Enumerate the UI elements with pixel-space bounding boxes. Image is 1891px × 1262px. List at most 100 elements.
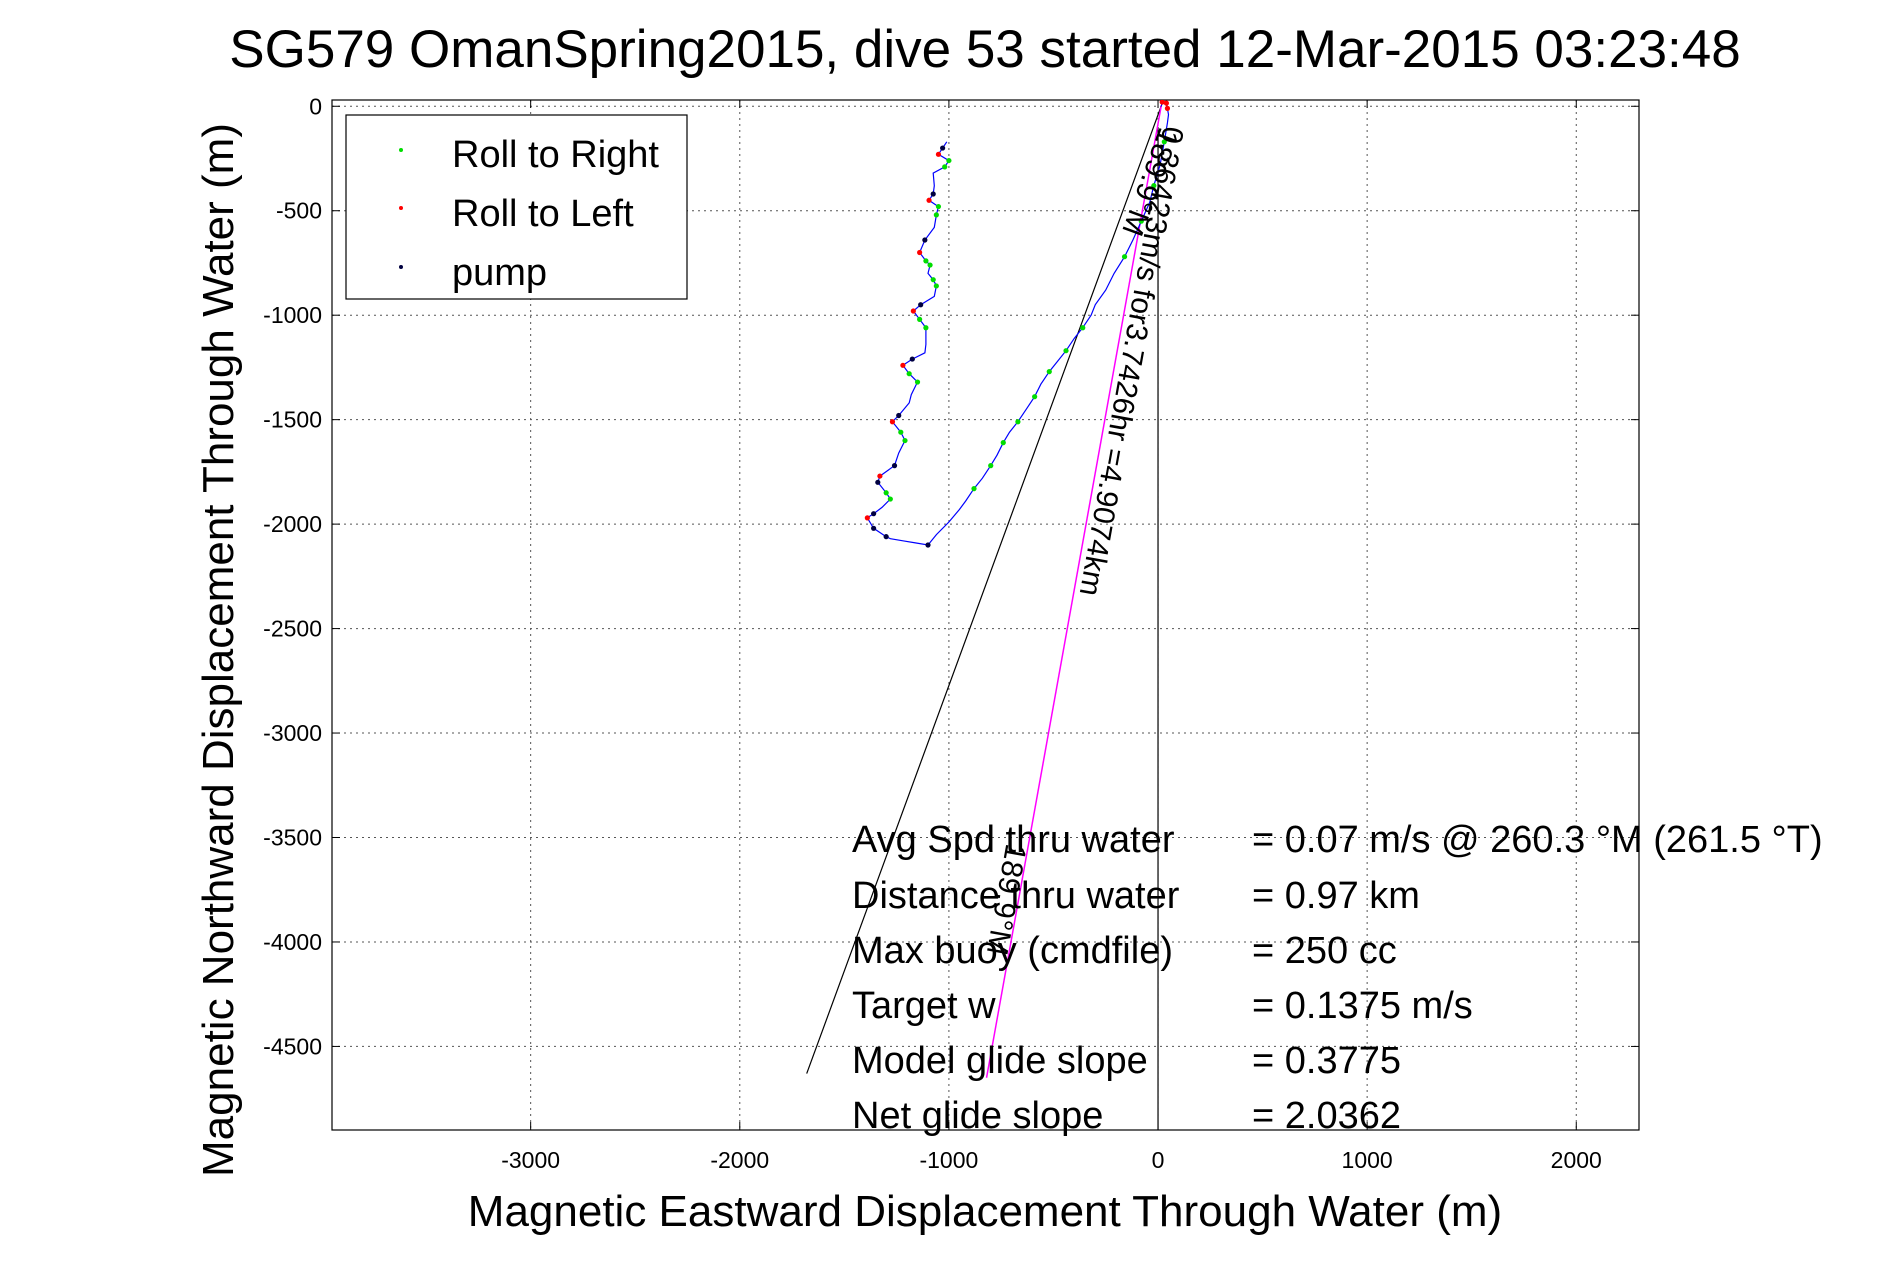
stat-value-avg-speed: = 0.07 m/s @ 260.3 °M (261.5 °T) (1252, 819, 1823, 861)
pump-point (925, 542, 931, 548)
legend-label-pump: pump (452, 252, 547, 294)
roll-right-point (935, 203, 942, 210)
stat-value-model-glide: = 0.3775 (1252, 1040, 1401, 1082)
roll-left-point (910, 308, 916, 314)
y-tick-label: -4000 (263, 929, 322, 955)
depth-averaged-current-line (985, 106, 1162, 1078)
chart-title: SG579 OmanSpring2015, dive 53 started 12… (229, 20, 1740, 79)
pump-points (871, 145, 946, 548)
stat-value-target-w: = 0.1375 m/s (1252, 985, 1473, 1027)
x-tick-label: 2000 (1551, 1147, 1602, 1173)
x-tick-label: -2000 (710, 1147, 769, 1173)
roll-right-point (917, 316, 923, 322)
roll-right-point (1138, 218, 1144, 224)
pump-point (896, 412, 902, 419)
legend-marker-left (399, 206, 403, 210)
y-tick-label: -1500 (263, 407, 322, 433)
x-tick-label: 1000 (1342, 1147, 1393, 1173)
roll-right-point (988, 463, 994, 469)
roll-left-points (864, 100, 1171, 521)
stats-annotations: Avg Spd thru water = 0.07 m/s @ 260.3 °M… (852, 819, 1823, 1137)
roll-left-point (900, 362, 906, 368)
roll-left-point (926, 197, 932, 203)
roll-right-point (942, 164, 948, 170)
roll-right-point (971, 486, 977, 492)
stat-value-distance: = 0.97 km (1252, 875, 1420, 917)
pump-point (891, 463, 898, 469)
roll-right-point (1151, 183, 1157, 189)
y-tick-label: -3000 (263, 720, 322, 746)
pump-point (922, 237, 928, 243)
y-axis-label: Magnetic Northward Displacement Through … (194, 123, 243, 1177)
roll-right-point (946, 157, 952, 164)
legend-marker-pump (399, 265, 403, 269)
roll-right-point (927, 262, 933, 268)
roll-left-point (889, 419, 896, 425)
stat-label-target-w: Target w (852, 985, 996, 1027)
y-tick-label: -1000 (263, 302, 322, 328)
y-tick-label: -500 (276, 198, 322, 224)
heading-line (806, 106, 1162, 1074)
x-axis-label: Magnetic Eastward Displacement Through W… (468, 1187, 1502, 1236)
y-tick-label: -2000 (263, 511, 322, 537)
stat-label-distance: Distance thru water (852, 875, 1180, 917)
glider-track-line (866, 101, 1170, 546)
stat-label-model-glide: Model glide slope (852, 1040, 1148, 1082)
stat-label-max-buoy: Max buoy (cmdfile) (852, 930, 1173, 972)
y-tick-label: -3500 (263, 825, 322, 851)
y-tick-label: -2500 (263, 616, 322, 642)
stat-label-net-glide: Net glide slope (852, 1095, 1103, 1137)
stat-value-net-glide: = 2.0362 (1252, 1095, 1401, 1137)
roll-right-point (1032, 394, 1038, 400)
roll-right-points (883, 139, 1167, 502)
roll-left-point (1163, 100, 1169, 106)
pump-point (909, 356, 915, 362)
roll-right-point (887, 496, 893, 502)
roll-right-point (933, 212, 939, 218)
roll-right-point (914, 379, 921, 385)
roll-left-point (1159, 100, 1165, 105)
plot-area-frame (331, 99, 1640, 1131)
roll-right-point (1000, 440, 1006, 446)
stat-value-max-buoy: = 250 cc (1252, 930, 1397, 972)
y-tick-label: 0 (309, 93, 322, 119)
roll-right-point (933, 283, 939, 289)
roll-left-point (917, 249, 923, 256)
roll-left-point (864, 515, 870, 521)
pump-point (918, 302, 924, 308)
x-tick-label: -1000 (919, 1147, 978, 1173)
pump-point (940, 145, 946, 151)
legend-box (345, 114, 688, 300)
roll-left-point (1164, 105, 1171, 111)
roll-left-point (877, 473, 883, 479)
x-axis-ticks: -3000 -2000 -1000 0 1000 2000 (501, 100, 1602, 1173)
pump-point (875, 479, 881, 485)
pump-point (871, 511, 877, 517)
legend-marker-right (399, 148, 403, 152)
roll-right-point (1121, 254, 1128, 260)
roll-right-point (883, 490, 889, 496)
x-tick-label: -3000 (501, 1147, 560, 1173)
stat-label-avg-speed: Avg Spd thru water (852, 819, 1175, 861)
roll-right-point (1063, 348, 1069, 354)
roll-right-point (923, 325, 929, 331)
x-tick-label: 0 (1152, 1147, 1165, 1173)
roll-left-point (935, 151, 942, 157)
roll-right-point (906, 371, 912, 377)
legend-label-left: Roll to Left (452, 193, 634, 235)
y-axis-ticks: 0 -500 -1000 -1500 -2000 -2500 -3000 -3500 -4000… (263, 93, 1639, 1059)
roll-right-point (1161, 139, 1167, 145)
roll-right-point (902, 437, 908, 444)
pump-point (930, 191, 936, 197)
roll-right-point (1080, 325, 1086, 331)
roll-right-point (898, 429, 904, 435)
legend-label-right: Roll to Right (452, 134, 659, 176)
y-tick-label: -4500 (263, 1033, 322, 1059)
pump-point (871, 525, 877, 531)
legend: Roll to Right Roll to Left pump (345, 114, 688, 300)
roll-right-point (1015, 419, 1021, 425)
roll-right-point (923, 258, 929, 264)
pump-point (883, 534, 889, 540)
roll-right-point (930, 277, 936, 283)
